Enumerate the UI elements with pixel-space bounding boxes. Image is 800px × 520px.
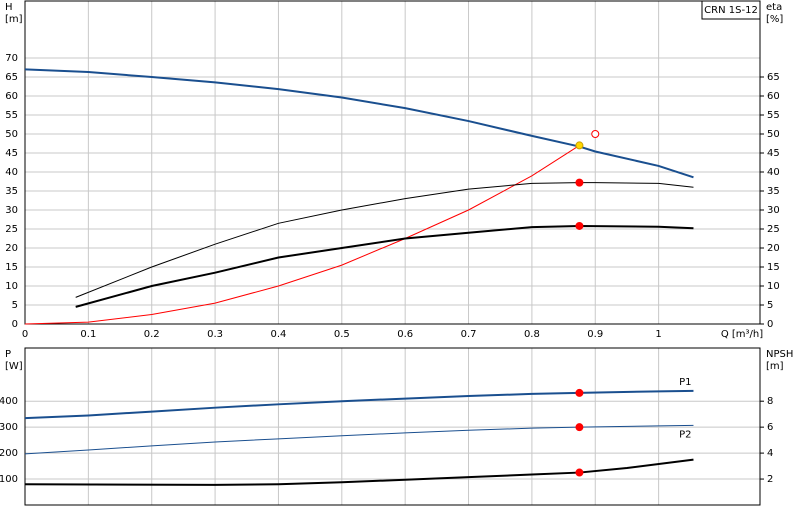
y-tick-label: 35 <box>5 186 18 197</box>
y2-axis-label: eta <box>766 2 782 13</box>
y2-tick-label: 40 <box>767 167 780 178</box>
y-tick-label: 55 <box>5 110 18 121</box>
plot-frame <box>24 0 761 325</box>
series-line <box>75 182 694 298</box>
y2-tick-label: 0 <box>767 319 773 330</box>
x-axis-label: Q [m³/h] <box>721 329 763 340</box>
y-tick-label: 0 <box>12 319 18 330</box>
y2-axis-label: [%] <box>766 14 783 25</box>
y2-tick-label: 45 <box>767 148 780 159</box>
y-tick-label: 70 <box>5 53 18 64</box>
marker <box>591 130 600 138</box>
y-tick-label: 200 <box>0 448 18 459</box>
y-tick-label: 400 <box>0 396 18 407</box>
series-line <box>24 389 694 420</box>
y-tick-label: 20 <box>5 243 18 254</box>
y2-tick-label: 65 <box>767 72 780 83</box>
x-tick-label: 0.2 <box>144 329 160 340</box>
y2-tick-label: 60 <box>767 91 780 102</box>
y2-tick-label: 5 <box>767 300 773 311</box>
marker <box>575 423 584 432</box>
y2-tick-label: 15 <box>767 262 780 273</box>
y-tick-label: 10 <box>5 281 18 292</box>
y-tick-label: 5 <box>12 300 18 311</box>
y-tick-label: 50 <box>5 129 18 140</box>
y-axis-label: [m] <box>5 14 23 25</box>
y2-tick-label: 10 <box>767 281 780 292</box>
y2-tick-label: 35 <box>767 186 780 197</box>
series-line <box>24 144 580 325</box>
y-tick-label: 15 <box>5 262 18 273</box>
series-line <box>24 458 694 486</box>
y-tick-label: 100 <box>0 474 18 485</box>
y2-tick-label: 6 <box>767 422 773 433</box>
x-tick-label: 0 <box>22 329 28 340</box>
y2-axis-label: NPSH <box>766 349 793 360</box>
x-tick-label: 0.6 <box>397 329 413 340</box>
x-tick-label: 0.9 <box>587 329 603 340</box>
x-tick-label: 0.8 <box>524 329 540 340</box>
x-tick-label: 0.3 <box>207 329 223 340</box>
x-tick-label: 0.4 <box>270 329 286 340</box>
y-tick-label: 30 <box>5 205 18 216</box>
y-axis-label: P <box>5 349 11 360</box>
y2-axis-label: [m] <box>766 361 784 372</box>
plot-frame <box>24 347 761 506</box>
marker <box>575 468 584 477</box>
marker <box>575 221 584 230</box>
y2-tick-label: 4 <box>767 448 773 459</box>
y-tick-label: 45 <box>5 148 18 159</box>
series-line <box>24 68 694 179</box>
y2-tick-label: 2 <box>767 474 773 485</box>
x-tick-label: 1 <box>655 329 661 340</box>
y2-tick-label: 50 <box>767 129 780 140</box>
y-axis-label: [W] <box>5 361 23 372</box>
series-line <box>75 224 694 308</box>
label-box <box>701 0 761 20</box>
y-axis-label: H <box>5 2 13 13</box>
series-label: P1 <box>679 377 691 388</box>
marker <box>575 141 584 150</box>
x-tick-label: 0.5 <box>334 329 350 340</box>
y-tick-label: 60 <box>5 91 18 102</box>
y-tick-label: 25 <box>5 224 18 235</box>
curve-label: CRN 1S-12 <box>704 5 758 16</box>
y2-tick-label: 20 <box>767 243 780 254</box>
y2-tick-label: 8 <box>767 396 773 407</box>
x-tick-label: 0.7 <box>461 329 477 340</box>
y2-tick-label: 25 <box>767 224 780 235</box>
marker <box>575 178 584 187</box>
y2-tick-label: 55 <box>767 110 780 121</box>
y-tick-label: 40 <box>5 167 18 178</box>
marker <box>575 388 584 397</box>
series-line <box>24 424 694 455</box>
x-tick-label: 0.1 <box>80 329 96 340</box>
series-label: P2 <box>679 429 691 440</box>
y-tick-label: 65 <box>5 72 18 83</box>
y2-tick-label: 30 <box>767 205 780 216</box>
y-tick-label: 300 <box>0 422 18 433</box>
